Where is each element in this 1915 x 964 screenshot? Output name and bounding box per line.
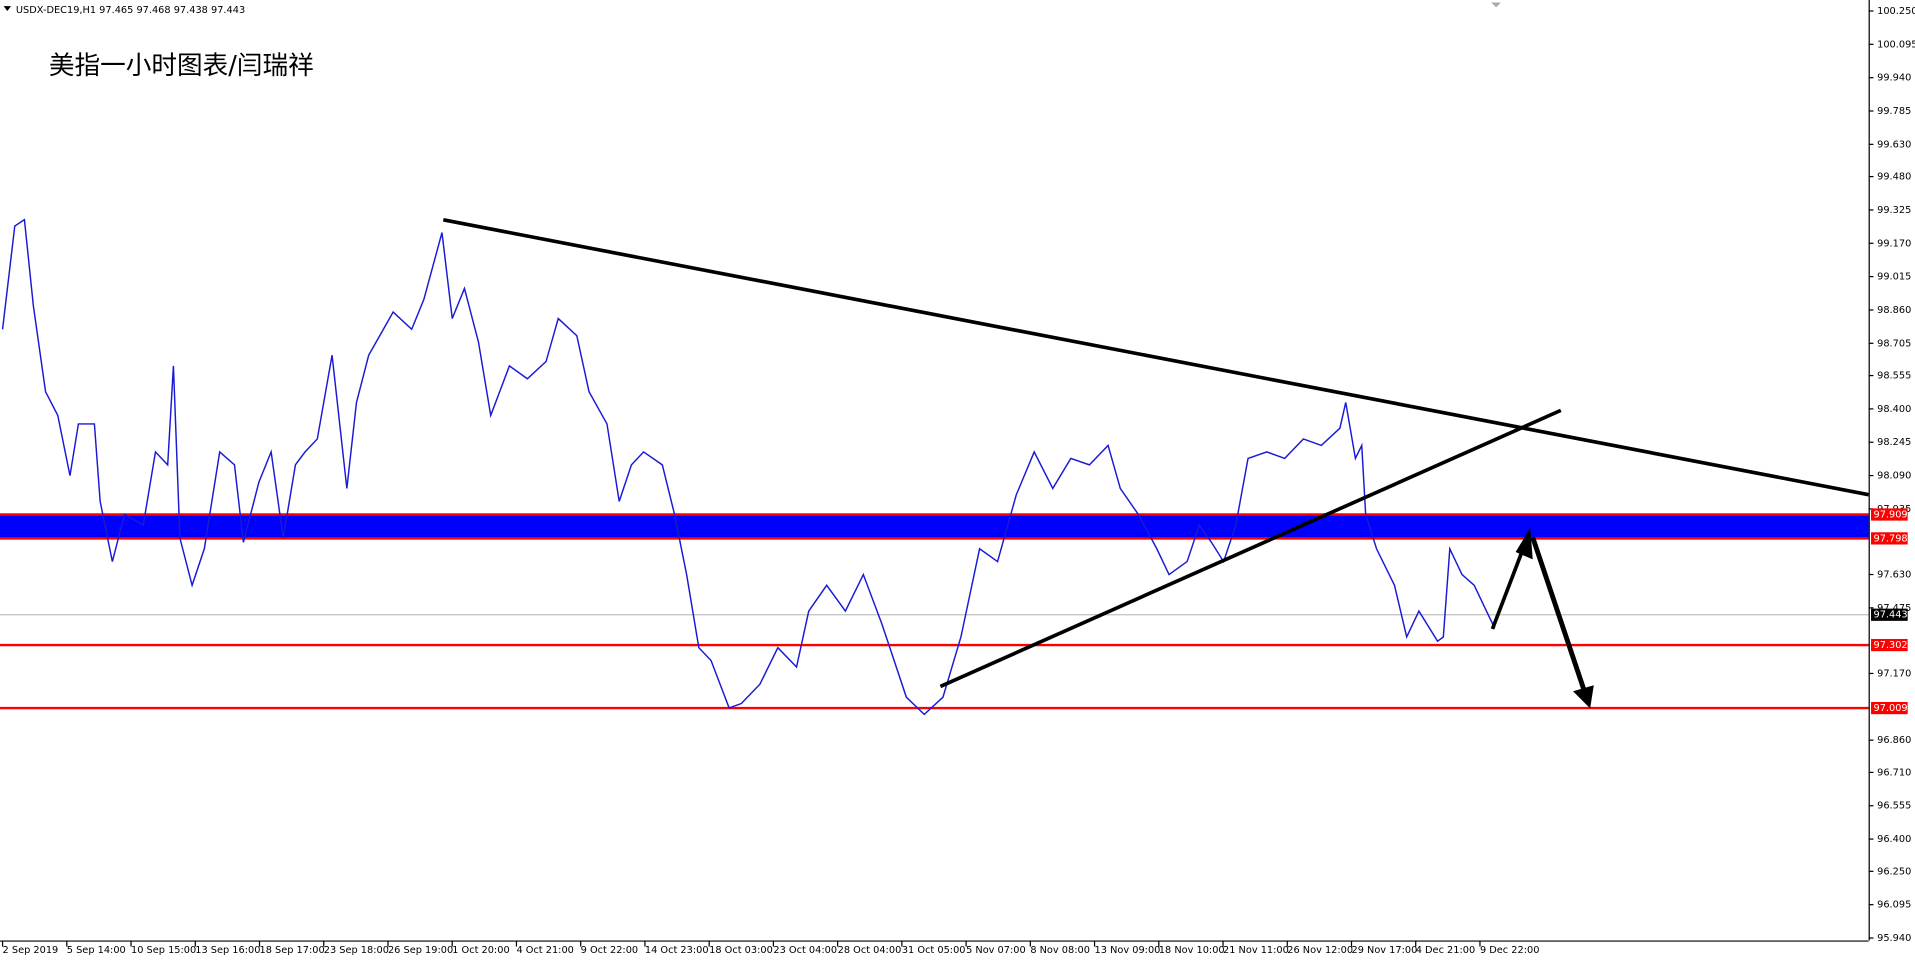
x-tick-label: 26 Nov 12:00 (1287, 945, 1353, 956)
level-label-bg (1871, 508, 1908, 521)
y-tick-label: 98.860 (1877, 305, 1911, 316)
y-tick-label: 99.480 (1877, 172, 1911, 183)
x-tick-label: 1 Oct 20:00 (452, 945, 509, 956)
y-tick-label: 99.940 (1877, 73, 1911, 84)
current-price-label: 97.443 (1873, 610, 1907, 621)
x-tick-label: 18 Nov 10:00 (1159, 945, 1225, 956)
arrow (1490, 545, 1526, 630)
header: USDX-DEC19,H1 97.465 97.468 97.438 97.44… (16, 5, 245, 16)
x-tick-label: 14 Oct 23:00 (645, 945, 709, 956)
marker (1491, 2, 1501, 8)
arrow-head (1573, 685, 1594, 709)
level-label-bg (1871, 638, 1908, 652)
y-tick-label: 97.170 (1877, 668, 1911, 679)
y-tick-label: 99.015 (1877, 272, 1911, 283)
y-tick-label: 96.555 (1877, 801, 1911, 812)
y-tick-label: 98.555 (1877, 371, 1911, 382)
current-price-bg (1871, 608, 1908, 621)
x-tick-label: 2 Sep 2019 (3, 945, 59, 956)
level-label: 97.302 (1873, 640, 1907, 651)
y-tick-label: 96.860 (1877, 735, 1911, 746)
menu-icon (3, 6, 11, 11)
y-tick-label: 99.785 (1877, 106, 1911, 117)
plot (0, 218, 1869, 716)
price-line (1, 218, 1496, 716)
level-label: 97.009 (1873, 703, 1907, 714)
zone (0, 514, 1869, 539)
y-tick-label: 99.630 (1877, 139, 1911, 150)
level-label: 97.909 (1873, 510, 1907, 521)
y-tick-label: 96.095 (1877, 900, 1911, 911)
x-tick-label: 29 Nov 17:00 (1352, 945, 1418, 956)
trend-line (939, 408, 1562, 689)
x-tick-label: 21 Nov 11:00 (1223, 945, 1289, 956)
x-tick-label: 5 Sep 14:00 (67, 945, 126, 956)
x-tick-label: 23 Sep 18:00 (324, 945, 389, 956)
arrow (1530, 536, 1587, 691)
y-tick-label: 96.710 (1877, 767, 1911, 778)
x-tick-label: 4 Oct 21:00 (516, 945, 573, 956)
x-tick-label: 23 Oct 04:00 (773, 945, 837, 956)
level-label: 97.798 (1873, 533, 1907, 544)
x-tick-label: 9 Dec 22:00 (1480, 945, 1539, 956)
x-tick-label: 5 Nov 07:00 (966, 945, 1026, 956)
level-label-bg (1871, 701, 1908, 715)
y-tick-label: 99.325 (1877, 205, 1911, 216)
chart-title: 美指一小时图表/闫瑞祥 (49, 51, 314, 81)
level-label-bg (1871, 532, 1908, 545)
x-tick-label: 18 Sep 17:00 (260, 945, 325, 956)
x-tick-label: 31 Oct 05:00 (902, 945, 966, 956)
y-tick-label: 96.400 (1877, 834, 1911, 845)
y-tick-label: 95.940 (1877, 933, 1911, 944)
x-tick-label: 28 Oct 04:00 (838, 945, 902, 956)
y-tick-label: 99.170 (1877, 238, 1911, 249)
arrow-head (1515, 527, 1533, 560)
y-tick-label: 98.705 (1877, 338, 1911, 349)
axes: 100.250 100.095 99.940 99.785 99.630 99.480 99… (1, 6, 1915, 956)
y-tick-label: 98.400 (1877, 404, 1911, 415)
y-tick-label: 100.250 (1877, 6, 1915, 17)
y-tick-label: 98.245 (1877, 437, 1911, 448)
y-tick-label: 96.250 (1877, 866, 1911, 877)
x-tick-label: 10 Sep 15:00 (131, 945, 196, 956)
y-tick-label: 97.475 (1877, 603, 1911, 614)
x-tick-label: 13 Sep 16:00 (195, 945, 260, 956)
x-tick-label: 13 Nov 09:00 (1095, 945, 1161, 956)
x-tick-label: 18 Oct 03:00 (709, 945, 773, 956)
x-tick-label: 9 Oct 22:00 (581, 945, 638, 956)
x-tick-label: 4 Dec 21:00 (1416, 945, 1475, 956)
trend-line (442, 218, 1869, 497)
x-tick-label: 26 Sep 19:00 (388, 945, 453, 956)
y-tick-label: 97.630 (1877, 570, 1911, 581)
x-tick-label: 8 Nov 08:00 (1030, 945, 1090, 956)
y-tick-label: 98.090 (1877, 471, 1911, 482)
y-tick-label: 100.095 (1877, 39, 1915, 50)
